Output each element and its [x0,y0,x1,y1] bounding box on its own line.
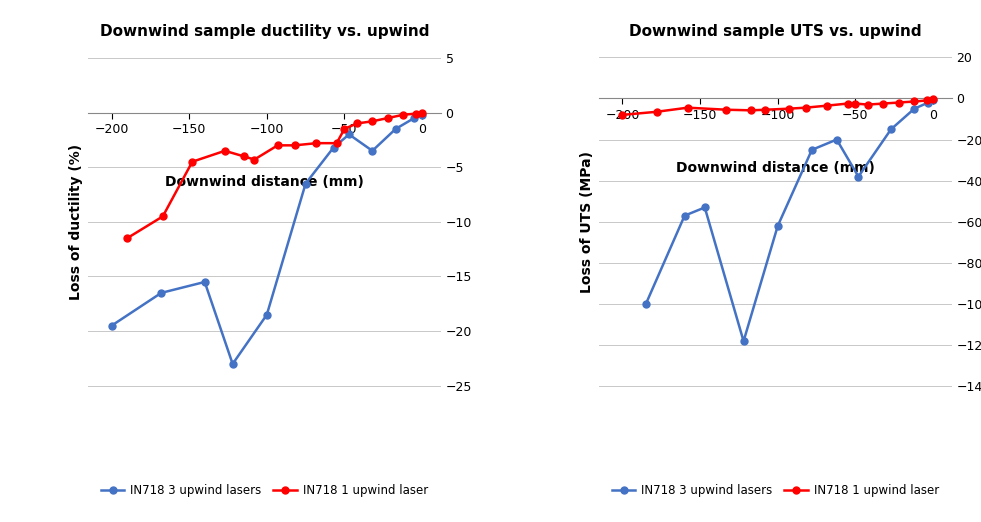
Y-axis label: Loss of ductility (%): Loss of ductility (%) [69,144,82,300]
Title: Downwind sample ductility vs. upwind: Downwind sample ductility vs. upwind [100,24,430,39]
Y-axis label: Loss of UTS (MPa): Loss of UTS (MPa) [580,151,594,293]
Legend: IN718 3 upwind lasers, IN718 1 upwind laser: IN718 3 upwind lasers, IN718 1 upwind la… [607,480,944,502]
Legend: IN718 3 upwind lasers, IN718 1 upwind laser: IN718 3 upwind lasers, IN718 1 upwind la… [96,480,433,502]
X-axis label: Downwind distance (mm): Downwind distance (mm) [165,175,364,189]
X-axis label: Downwind distance (mm): Downwind distance (mm) [676,161,875,175]
Title: Downwind sample UTS vs. upwind: Downwind sample UTS vs. upwind [629,24,922,39]
